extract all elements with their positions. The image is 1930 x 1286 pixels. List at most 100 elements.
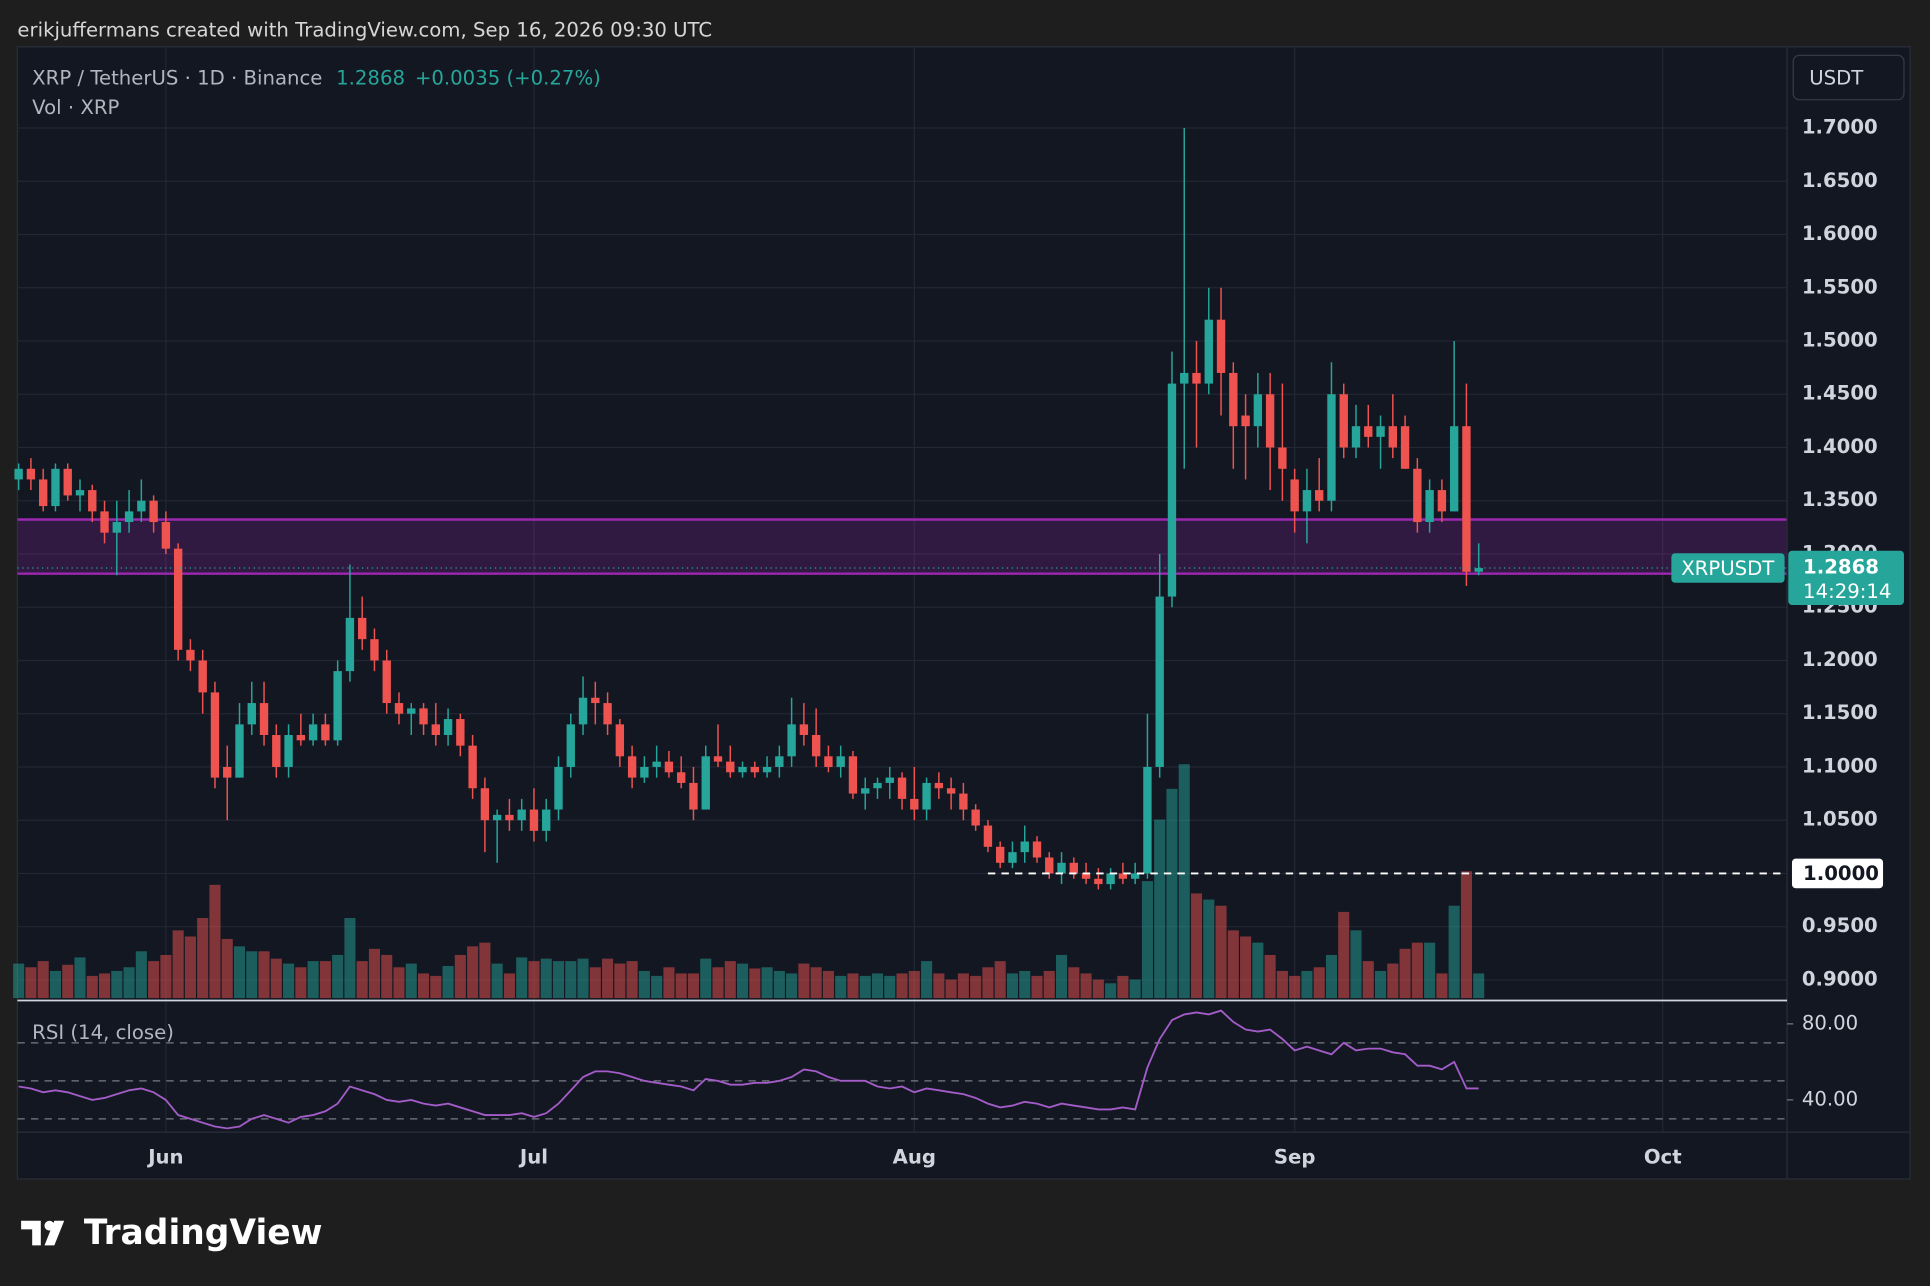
volume-bar xyxy=(540,958,552,999)
candle-body xyxy=(1364,426,1373,437)
candle-body xyxy=(284,735,293,767)
candle-body xyxy=(627,756,637,778)
candle-body xyxy=(468,745,477,789)
candle-body xyxy=(726,761,735,773)
volume-bar xyxy=(479,942,491,999)
volume-bar xyxy=(1264,954,1276,999)
y-tick-label: 1.6500 xyxy=(1802,169,1878,192)
volume-bar xyxy=(86,975,98,999)
volume-bar xyxy=(270,958,282,999)
candle-body xyxy=(14,468,23,480)
volume-bar xyxy=(1031,975,1043,999)
x-tick-label: Oct xyxy=(1644,1146,1682,1169)
price: 1.2868 xyxy=(336,66,405,89)
candle-body xyxy=(63,468,72,496)
candle-body xyxy=(762,766,772,773)
candle-body xyxy=(959,793,968,810)
candle-body xyxy=(738,766,747,773)
currency[interactable]: USDT xyxy=(1809,66,1864,89)
symbol-badge xyxy=(1671,553,1785,583)
y-tick-label: 1.6000 xyxy=(1802,222,1878,245)
candle-body xyxy=(112,522,121,533)
volume-bar xyxy=(62,964,74,999)
candle-body xyxy=(321,724,330,741)
candle-body xyxy=(100,511,109,533)
rsi-legend: RSI (14, close) xyxy=(32,1021,174,1044)
candle-body xyxy=(750,766,759,773)
candle-body xyxy=(554,766,563,810)
candle-body xyxy=(370,639,379,661)
volume-bar xyxy=(700,958,712,999)
y-tick-label: 1.3500 xyxy=(1802,488,1878,511)
currency-button[interactable] xyxy=(1792,54,1905,101)
volume-bar xyxy=(1387,963,1399,999)
volume-bar xyxy=(994,961,1006,999)
y-tick-label: 1.5000 xyxy=(1802,329,1878,352)
volume-bar xyxy=(1399,948,1411,999)
candle-body xyxy=(1008,852,1017,863)
volume-bar xyxy=(1252,942,1264,999)
candle-body xyxy=(1241,415,1250,427)
candle-body xyxy=(983,825,993,847)
volume-bar xyxy=(712,967,724,999)
candle-body xyxy=(247,703,256,725)
candle-body xyxy=(137,500,146,512)
candle-body xyxy=(615,724,625,757)
candle-body xyxy=(517,809,526,821)
candle-body xyxy=(394,703,404,714)
candle-body xyxy=(910,798,919,810)
candle-body xyxy=(1290,479,1299,512)
rsi-tick-label: 80.00 xyxy=(1802,1011,1858,1034)
candle-body xyxy=(677,772,686,783)
y-tick-label: 1.2000 xyxy=(1802,648,1878,671)
candle-body xyxy=(1474,568,1483,572)
volume-bar xyxy=(381,954,393,999)
candle-body xyxy=(296,735,306,741)
volume-bar xyxy=(1166,788,1178,999)
volume-bar xyxy=(577,958,589,999)
candle-body xyxy=(358,617,367,640)
candle-body xyxy=(480,788,490,821)
candle-body xyxy=(1462,426,1471,572)
volume-bar xyxy=(25,967,37,999)
candle-body xyxy=(198,660,207,693)
candle-body xyxy=(1437,490,1447,512)
candle-body xyxy=(1204,319,1213,384)
candle-body xyxy=(1143,766,1152,874)
candle-body xyxy=(922,782,931,810)
volume-bar xyxy=(197,918,209,999)
volume-bar xyxy=(675,973,687,999)
volume-bar xyxy=(1068,967,1080,999)
y-tick-label: 1.4500 xyxy=(1802,382,1878,405)
candle-body xyxy=(505,814,514,821)
candle-body xyxy=(431,724,440,736)
volume-bar xyxy=(933,973,945,999)
candle-body xyxy=(161,522,171,549)
volume-legend: Vol · XRP xyxy=(32,96,119,119)
y-tick-label: 1.5500 xyxy=(1802,275,1878,298)
candle-body xyxy=(1167,383,1177,597)
volume-bar xyxy=(602,958,614,999)
volume-bar xyxy=(626,961,638,999)
volume-bar xyxy=(1129,979,1141,999)
candle-body xyxy=(640,766,649,778)
candle-body xyxy=(1069,862,1078,874)
volume-bar xyxy=(111,970,123,999)
volume-bar xyxy=(884,975,896,999)
logo: TradingView xyxy=(21,1213,322,1253)
candle-body xyxy=(1229,372,1238,427)
candle-body xyxy=(149,500,158,523)
volume-bar xyxy=(344,918,356,999)
volume-bar xyxy=(1141,881,1153,999)
volume-bar xyxy=(1338,911,1350,999)
candle-body xyxy=(1278,447,1287,469)
candle-body xyxy=(124,511,134,523)
x-tick-label: Aug xyxy=(893,1146,936,1169)
candle-body xyxy=(689,782,698,810)
volume-bar xyxy=(442,966,454,999)
volume-bar xyxy=(1436,973,1448,999)
price-badge xyxy=(1788,550,1904,605)
level-badge xyxy=(1791,858,1884,889)
y-tick-label: 1.0500 xyxy=(1802,808,1878,831)
